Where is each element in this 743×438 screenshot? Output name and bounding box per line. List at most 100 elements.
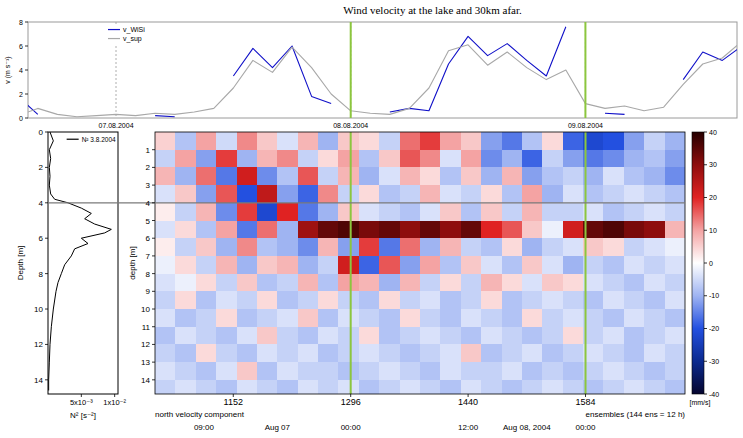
y-tick-label: 6 bbox=[146, 234, 151, 243]
heatmap-cell bbox=[481, 291, 502, 309]
heatmap-cell bbox=[440, 256, 461, 274]
heatmap-cell bbox=[461, 256, 482, 274]
heatmap-cell bbox=[338, 344, 359, 362]
y-tick-label: 11 bbox=[142, 323, 151, 332]
heatmap-cell bbox=[298, 256, 319, 274]
colorbar-tick bbox=[704, 361, 707, 362]
heatmap-cell bbox=[644, 132, 665, 150]
heatmap-cell bbox=[216, 150, 237, 168]
heatmap-cell bbox=[175, 221, 196, 239]
heatmap-cell bbox=[563, 380, 584, 394]
heatmap-cell bbox=[359, 185, 380, 203]
colorbar-tick bbox=[704, 295, 707, 296]
heatmap-cell bbox=[542, 167, 563, 185]
y-tick-label: 10 bbox=[34, 305, 43, 314]
heatmap-cell bbox=[379, 185, 400, 203]
heatmap-cell bbox=[400, 362, 421, 380]
heatmap-cell bbox=[196, 150, 217, 168]
heatmap-cell bbox=[542, 274, 563, 292]
y-tick bbox=[152, 149, 155, 150]
heatmap-cell bbox=[237, 132, 258, 150]
heatmap-cell bbox=[644, 362, 665, 380]
heatmap-cell bbox=[440, 167, 461, 185]
heatmap-cell bbox=[563, 362, 584, 380]
heatmap-cell bbox=[502, 291, 523, 309]
heatmap-cell bbox=[665, 309, 685, 327]
heatmap-cell bbox=[624, 291, 645, 309]
y-tick-label: 1 bbox=[146, 146, 151, 155]
heatmap-cell bbox=[379, 238, 400, 256]
heatmap-cell bbox=[359, 327, 380, 345]
heatmap-cell bbox=[379, 291, 400, 309]
heatmap-cell bbox=[644, 238, 665, 256]
heatmap-cell bbox=[277, 238, 298, 256]
y-tick bbox=[152, 362, 155, 363]
heatmap-cell bbox=[563, 256, 584, 274]
plot-frame bbox=[48, 132, 118, 394]
heatmap-cell bbox=[644, 380, 665, 394]
y-tick bbox=[45, 167, 48, 168]
heatmap-cell bbox=[603, 150, 624, 168]
colorbar-tick bbox=[704, 263, 707, 264]
heatmap-cell bbox=[400, 238, 421, 256]
heatmap-cell bbox=[359, 132, 380, 150]
grid-line bbox=[350, 22, 351, 118]
heatmap-cell bbox=[481, 221, 502, 239]
y-tick bbox=[152, 344, 155, 345]
figure: Wind velocity at the lake and 30km afar.… bbox=[0, 0, 743, 438]
heatmap-cell bbox=[420, 167, 441, 185]
colorbar-tick-label: -40 bbox=[709, 391, 719, 398]
heatmap-cell bbox=[440, 203, 461, 221]
heatmap-cell bbox=[665, 221, 685, 239]
heatmap-cell bbox=[318, 291, 339, 309]
y-tick bbox=[25, 46, 28, 47]
heatmap-cell bbox=[277, 221, 298, 239]
heatmap-cell bbox=[216, 221, 237, 239]
heatmap-cell bbox=[481, 380, 502, 394]
heatmap-cell bbox=[665, 150, 685, 168]
panel-1: 5x10⁻³1x10⁻²02468101214Depth [m]N² [s⁻²]… bbox=[16, 128, 127, 420]
heatmap-cell bbox=[196, 380, 217, 394]
x-tick bbox=[114, 394, 115, 397]
heatmap-cell bbox=[461, 274, 482, 292]
x-tick-label: 1440 bbox=[458, 397, 478, 407]
heatmap-cell bbox=[481, 327, 502, 345]
heatmap-cell bbox=[502, 221, 523, 239]
heatmap-cell bbox=[644, 274, 665, 292]
y-tick bbox=[25, 118, 28, 119]
heatmap-cell bbox=[237, 291, 258, 309]
heatmap-cell bbox=[298, 185, 319, 203]
heatmap-cell bbox=[502, 132, 523, 150]
heatmap-cell bbox=[400, 167, 421, 185]
heatmap-cell bbox=[277, 362, 298, 380]
heatmap-cell bbox=[440, 309, 461, 327]
heatmap-cell bbox=[522, 291, 543, 309]
heatmap-cell bbox=[440, 238, 461, 256]
heatmap-cell bbox=[522, 380, 543, 394]
heatmap-cell bbox=[461, 167, 482, 185]
heatmap-cell bbox=[440, 185, 461, 203]
heatmap-cell bbox=[155, 203, 176, 221]
y-tick-label: 8 bbox=[39, 270, 44, 279]
y-tick-label: 0 bbox=[19, 115, 23, 122]
y-tick bbox=[45, 238, 48, 239]
heatmap-cell bbox=[624, 362, 645, 380]
heatmap-cell bbox=[379, 274, 400, 292]
heatmap-cell bbox=[624, 203, 645, 221]
heatmap-cell bbox=[603, 185, 624, 203]
y-tick-label: 7 bbox=[146, 252, 151, 261]
heatmap-cell bbox=[359, 362, 380, 380]
legend-swatch bbox=[67, 139, 79, 140]
heatmap-cell bbox=[175, 309, 196, 327]
y-tick-label: 14 bbox=[34, 376, 43, 385]
y-tick-label: 12 bbox=[34, 340, 43, 349]
heatmap-cell bbox=[481, 238, 502, 256]
heatmap-cell bbox=[502, 167, 523, 185]
heatmap-cell bbox=[644, 203, 665, 221]
heatmap-cell bbox=[502, 185, 523, 203]
heatmap-cell bbox=[644, 344, 665, 362]
heatmap-cell bbox=[502, 256, 523, 274]
heatmap-cell bbox=[522, 256, 543, 274]
heatmap-cell bbox=[400, 185, 421, 203]
heatmap-cell bbox=[216, 167, 237, 185]
